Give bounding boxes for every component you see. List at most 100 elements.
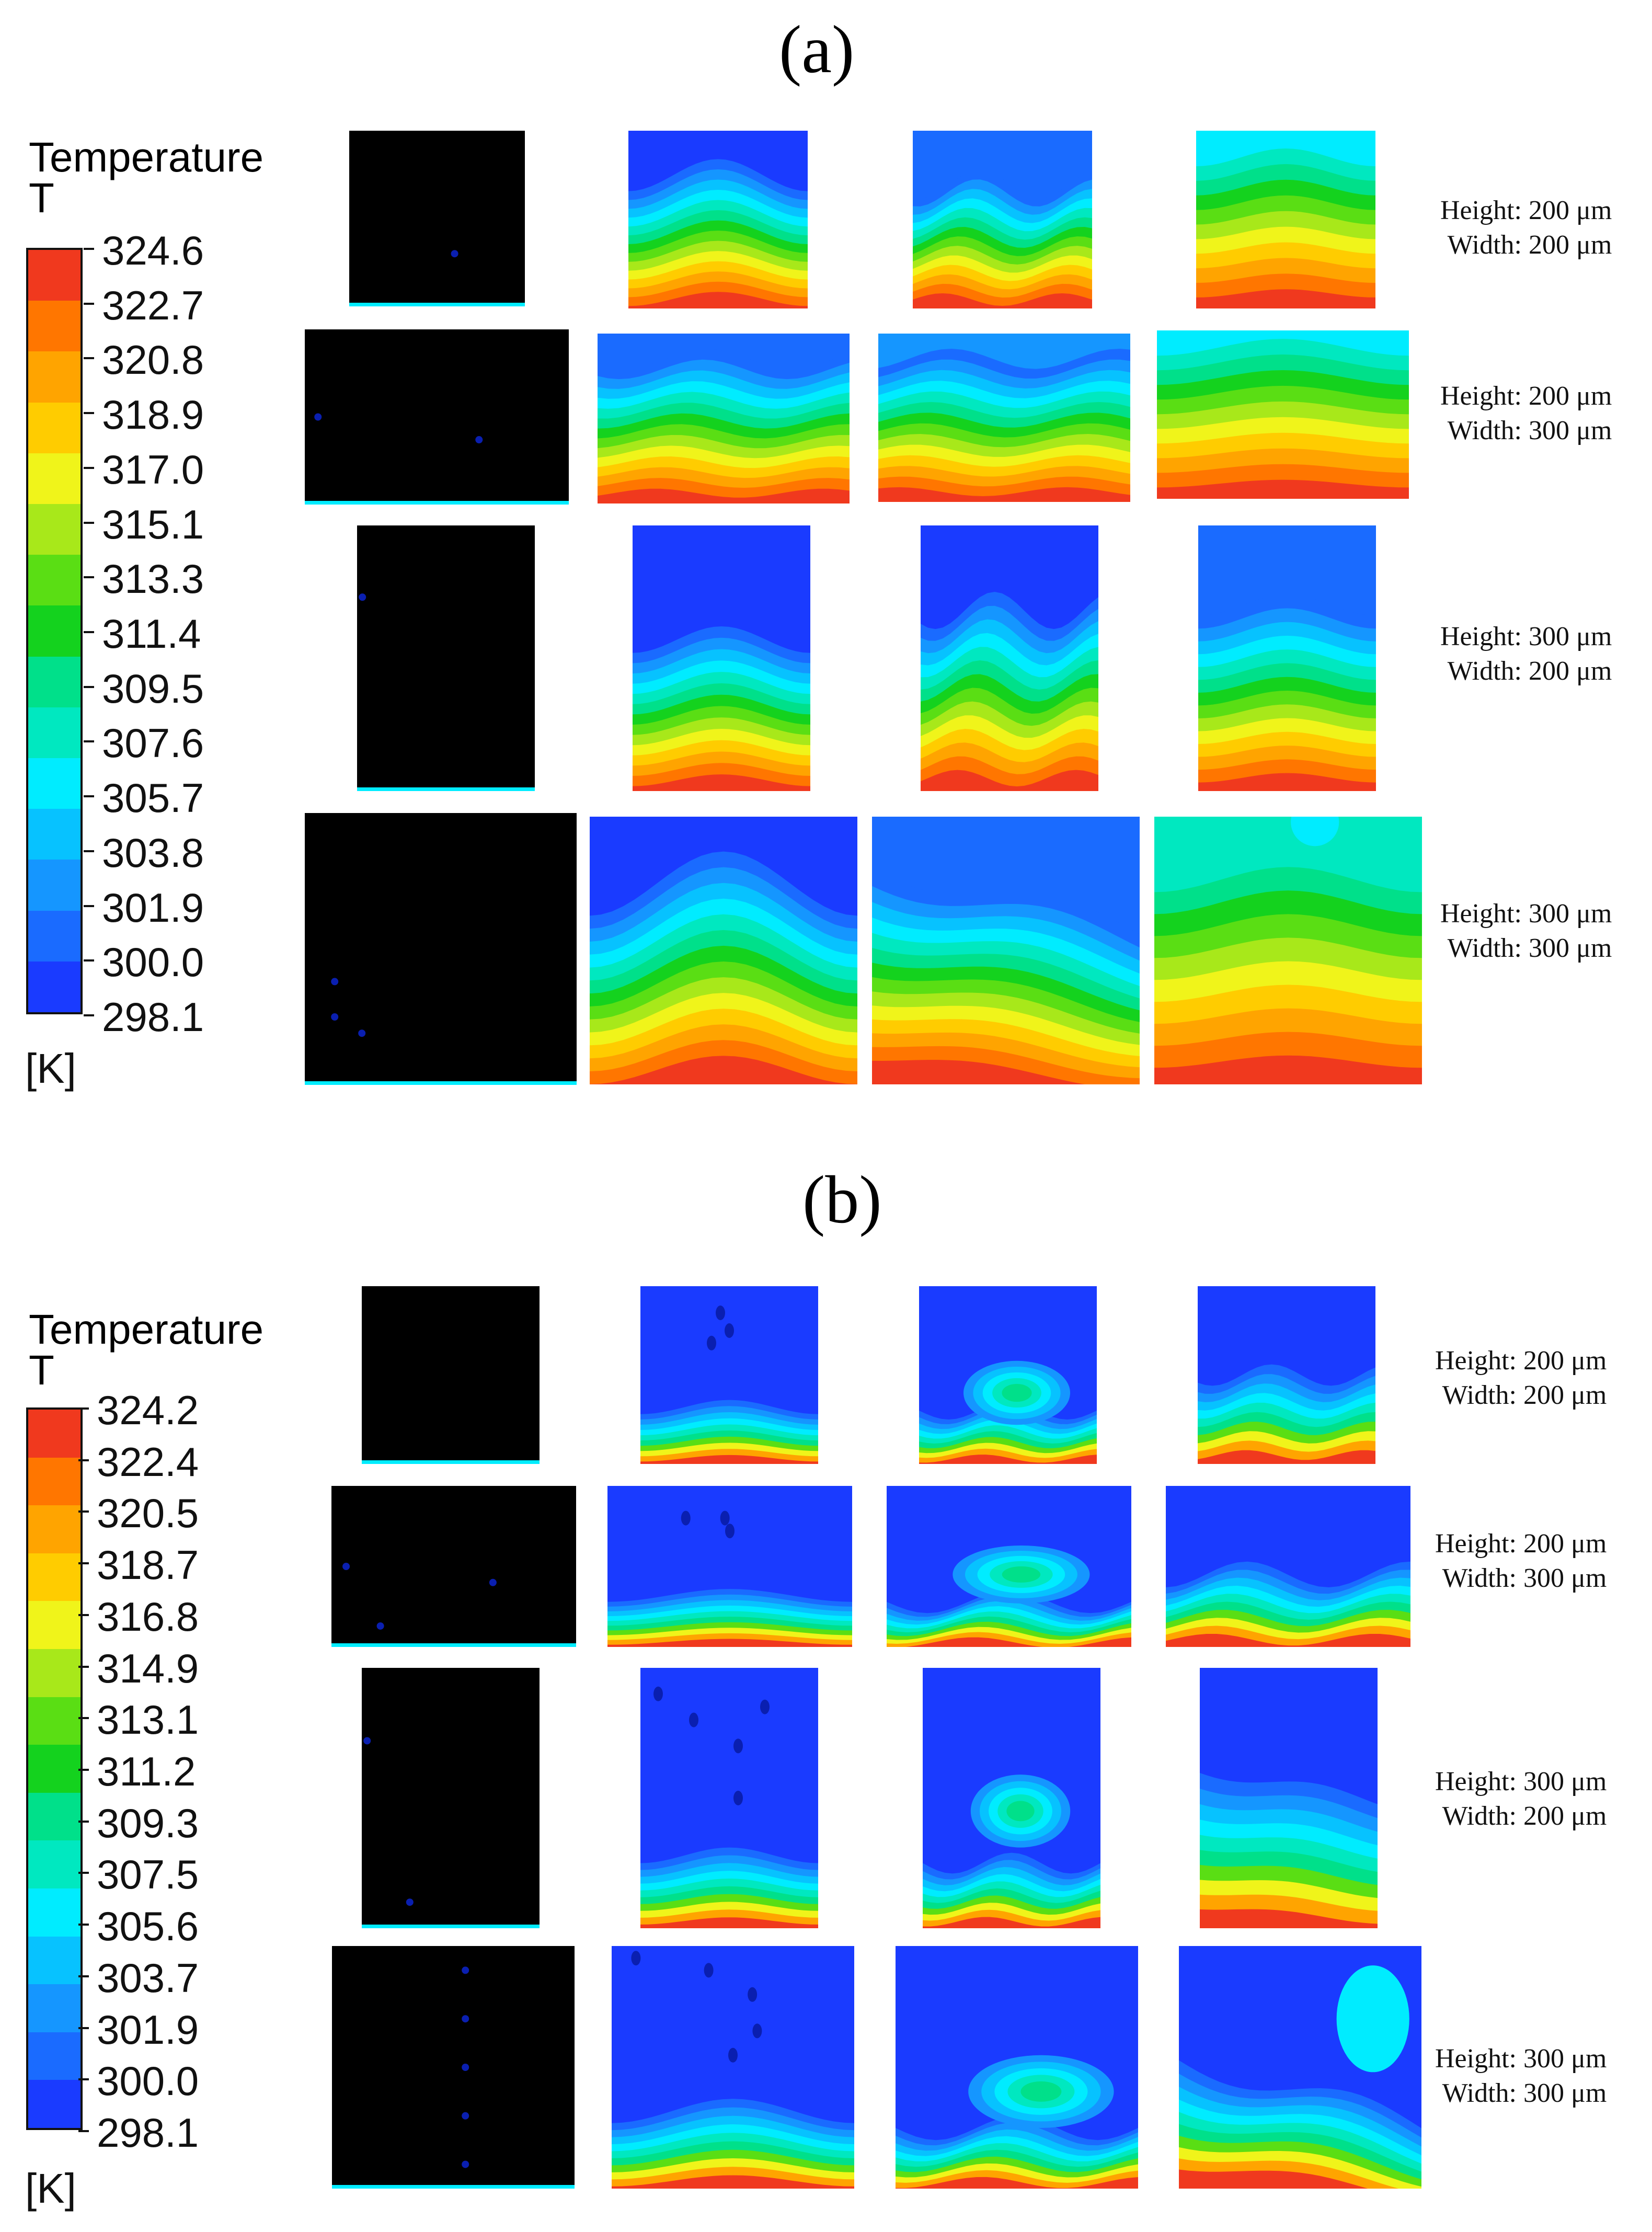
colorbar-tick-mark xyxy=(78,1872,89,1874)
colorbar-tick-label: 301.9 xyxy=(102,884,204,931)
row-dimension-label: Height: 200 μm Width: 300 μm xyxy=(1440,379,1612,448)
colorbar-tick-label: 301.9 xyxy=(97,2006,199,2053)
colorbar-tick-label: 324.6 xyxy=(102,227,204,273)
colorbar-tick-mark xyxy=(84,466,94,469)
row-dimension-label: Height: 200 μm Width: 300 μm xyxy=(1435,1527,1607,1596)
panel-label-b: (b) xyxy=(802,1162,882,1238)
colorbar-tick-mark xyxy=(84,412,94,415)
colorbar-tick-label: 316.8 xyxy=(97,1593,199,1640)
contour-cell xyxy=(921,525,1098,791)
colorbar-tick-label: 311.4 xyxy=(102,611,201,657)
temperature-contour-plot xyxy=(878,334,1130,502)
legend-title-line2-a: T xyxy=(29,175,54,221)
colorbar-segment xyxy=(28,605,81,657)
contour-cell xyxy=(349,131,525,306)
colorbar-segment xyxy=(28,961,81,1013)
temperature-contour-plot xyxy=(1198,1286,1375,1464)
colorbar-segment xyxy=(28,2080,81,2128)
colorbar-tick-mark xyxy=(84,959,94,962)
temperature-contour-plot xyxy=(640,1668,818,1928)
colorbar-tick-label: 305.6 xyxy=(97,1903,199,1950)
height-label: Height: 200 μm xyxy=(1440,196,1612,225)
temperature-contour-plot xyxy=(896,1946,1138,2189)
temperature-contour-plot xyxy=(1200,1668,1378,1928)
colorbar-segment xyxy=(28,2032,81,2080)
colorbar-tick-label: 303.7 xyxy=(97,1954,199,2001)
colorbar-tick-label: 324.2 xyxy=(97,1387,199,1433)
colorbar-segment xyxy=(28,1553,81,1601)
colorbar-tick-label: 307.6 xyxy=(102,720,204,766)
colorbar-tick-mark xyxy=(78,1717,89,1720)
colorbar-tick-mark xyxy=(78,1613,89,1616)
contour-cell xyxy=(896,1946,1138,2189)
colorbar-segment xyxy=(28,758,81,809)
colorbar-tick-mark xyxy=(84,795,94,798)
colorbar-segment xyxy=(28,656,81,707)
temperature-contour-plot xyxy=(640,1286,818,1464)
contour-cell xyxy=(633,525,810,791)
temperature-contour-plot xyxy=(919,1286,1097,1464)
colorbar-tick-label: 303.8 xyxy=(102,829,204,876)
row-dimension-label: Height: 300 μm Width: 200 μm xyxy=(1440,620,1612,689)
colorbar-tick-label: 309.5 xyxy=(102,665,204,712)
temperature-contour-plot xyxy=(305,329,569,505)
contour-cell xyxy=(357,525,535,791)
contour-cell xyxy=(913,131,1092,308)
colorbar-tick-label: 309.3 xyxy=(97,1800,199,1846)
width-label: Width: 200 μm xyxy=(1442,1380,1607,1410)
row-dimension-label: Height: 200 μm Width: 200 μm xyxy=(1435,1344,1607,1413)
colorbar-tick-label: 307.5 xyxy=(97,1851,199,1898)
colorbar-tick-label: 315.1 xyxy=(102,501,204,547)
colorbar-tick-mark xyxy=(78,1407,89,1410)
colorbar-tick-mark xyxy=(78,1459,89,1461)
contour-cell xyxy=(878,334,1130,502)
colorbar-segment xyxy=(28,1745,81,1793)
width-label: Width: 200 μm xyxy=(1442,1801,1607,1831)
width-label: Width: 300 μm xyxy=(1447,416,1612,445)
width-label: Width: 300 μm xyxy=(1442,2078,1607,2108)
contour-cell xyxy=(590,817,857,1084)
temperature-contour-plot xyxy=(923,1668,1100,1928)
colorbar-segment xyxy=(28,1984,81,2032)
colorbar-segment xyxy=(28,809,81,860)
width-label: Width: 300 μm xyxy=(1442,1563,1607,1593)
colorbar-segment xyxy=(28,910,81,962)
contour-cell xyxy=(923,1668,1100,1928)
temperature-contour-plot xyxy=(332,1946,575,2189)
temperature-contour-plot xyxy=(1198,525,1376,791)
colorbar-tick-label: 318.7 xyxy=(97,1542,199,1588)
contour-cell xyxy=(872,817,1140,1084)
contour-cell xyxy=(1157,330,1409,499)
contour-cell xyxy=(598,334,850,503)
colorbar-segment xyxy=(28,1457,81,1506)
colorbar-tick-mark xyxy=(84,521,94,524)
colorbar-tick-mark xyxy=(78,1820,89,1823)
height-label: Height: 300 μm xyxy=(1440,622,1612,651)
colorbar-segment xyxy=(28,1888,81,1937)
legend-title-b: Temperature T xyxy=(29,1309,263,1391)
contour-cell xyxy=(1166,1486,1410,1647)
colorbar-tick-label: 298.1 xyxy=(97,2110,199,2156)
contour-cell xyxy=(1198,1286,1375,1464)
colorbar-tick-mark xyxy=(78,1924,89,1926)
contour-cell xyxy=(640,1286,818,1464)
temperature-contour-plot xyxy=(1179,1946,1421,2189)
colorbar-tick-label: 300.0 xyxy=(97,2058,199,2104)
unit-label-b: [K] xyxy=(25,2165,76,2212)
colorbar-segment xyxy=(28,1505,81,1553)
temperature-contour-plot xyxy=(1196,131,1375,308)
colorbar-tick-mark xyxy=(78,2130,89,2132)
contour-cell xyxy=(305,329,569,505)
colorbar-segment xyxy=(28,1410,81,1458)
temperature-contour-plot xyxy=(887,1486,1131,1647)
temperature-contour-plot xyxy=(921,525,1098,791)
colorbar-tick-mark xyxy=(78,1975,89,1977)
temperature-contour-plot xyxy=(590,817,857,1084)
colorbar-segment xyxy=(28,1601,81,1649)
temperature-contour-plot xyxy=(628,131,808,308)
contour-cell xyxy=(1198,525,1376,791)
panel-b: (b) Temperature T 324.2 322.4 320.5 318.7 31… xyxy=(0,1145,1652,2232)
colorbar-segment xyxy=(28,1840,81,1888)
colorbar-tick-label: 300.0 xyxy=(102,939,204,986)
row-dimension-label: Height: 300 μm Width: 300 μm xyxy=(1435,2042,1607,2111)
